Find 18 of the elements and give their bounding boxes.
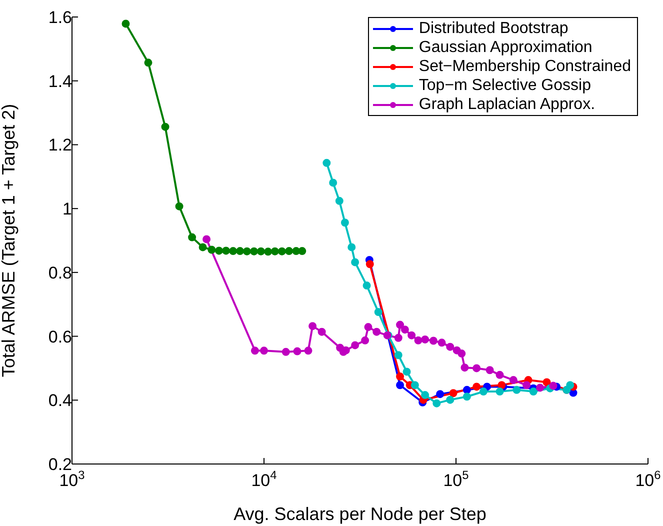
y-tick-label: 0.2 bbox=[48, 455, 72, 474]
y-tick-label: 1 bbox=[62, 200, 72, 219]
y-tick-label: 1.6 bbox=[48, 8, 72, 27]
legend-label: Graph Laplacian Approx. bbox=[418, 95, 596, 114]
y-tick-label: 0.8 bbox=[48, 263, 72, 282]
x-tick-label: 10$^{6}$ bbox=[635, 468, 662, 490]
legend-label: Top−m Selective Gossip bbox=[418, 76, 591, 95]
legend-label: Distributed Bootstrap bbox=[418, 19, 568, 38]
legend-label: Gaussian Approximation bbox=[418, 38, 592, 57]
y-tick-label: 1.4 bbox=[48, 72, 72, 91]
x-axis-title: Avg. Scalars per Node per Step bbox=[234, 504, 486, 524]
y-axis-title: Total ARMSE (Target 1 + Target 2) bbox=[0, 104, 18, 378]
legend-label: Set−Membership Constrained bbox=[418, 57, 631, 76]
y-tick-label: 0.4 bbox=[48, 391, 72, 410]
y-tick-label: 1.2 bbox=[48, 136, 72, 155]
x-tick-label: 10$^{4}$ bbox=[251, 468, 278, 490]
x-tick-label: 10$^{5}$ bbox=[443, 468, 470, 490]
y-tick-label: 0.6 bbox=[48, 327, 72, 346]
